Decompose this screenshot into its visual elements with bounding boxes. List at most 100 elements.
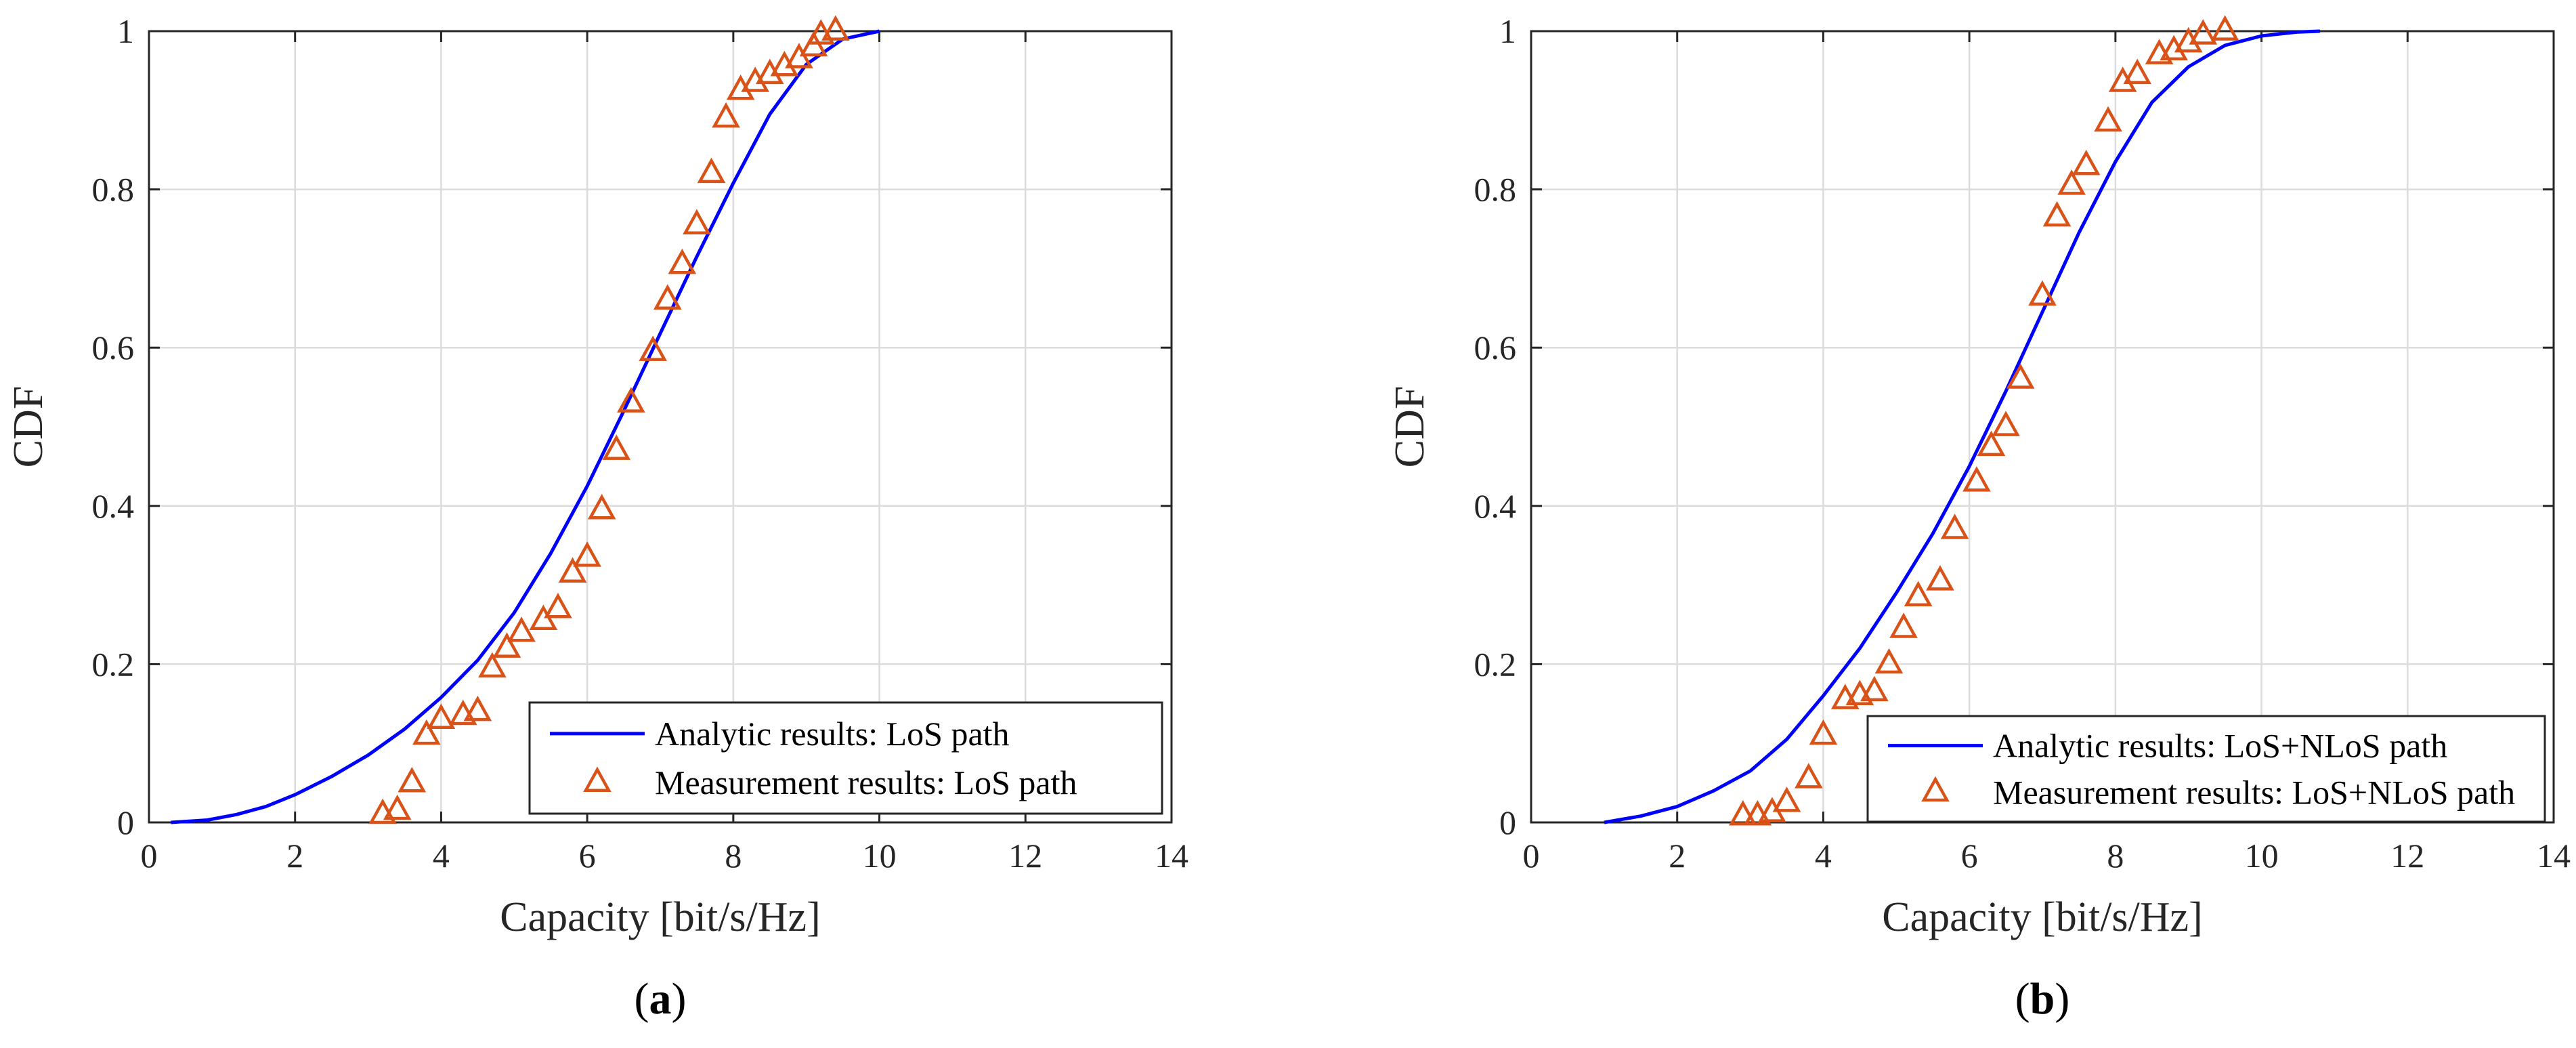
data-point-measurement: [412, 719, 441, 745]
data-point-measurement: [2094, 106, 2122, 132]
y-tick-label: 0: [117, 803, 134, 841]
series-line-analytic: [171, 29, 880, 824]
data-point-measurement: [2006, 363, 2035, 389]
y-axis-label: CDF: [1387, 386, 1433, 468]
y-tick-label: 0.2: [1474, 645, 1517, 683]
legend: Analytic results: LoS+NLoS path Measureme…: [1866, 715, 2546, 823]
legend-box: [528, 701, 1163, 815]
x-tick-label: 6: [579, 837, 596, 875]
data-point-measurement: [1889, 612, 1918, 638]
y-tick-label: 0: [1499, 803, 1516, 841]
data-point-measurement: [712, 102, 740, 128]
data-point-measurement: [427, 703, 456, 730]
data-point-measurement: [2028, 280, 2057, 306]
legend-entry-label: Measurement results: LoS+NLoS path: [1993, 773, 2515, 811]
data-point-measurement: [1940, 513, 1969, 539]
data-point-measurement: [1795, 763, 1823, 789]
data-point-measurement: [617, 387, 645, 413]
x-tick-label: 6: [1961, 837, 1978, 875]
y-tick-label: 0.4: [1474, 487, 1517, 525]
caption-close: ): [672, 974, 687, 1024]
x-tick-label: 4: [433, 837, 450, 875]
data-point-measurement: [1977, 430, 2006, 457]
legend-entry-label: Analytic results: LoS+NLoS path: [1993, 727, 2447, 765]
data-point-measurement: [587, 494, 616, 520]
data-point-measurement: [1926, 565, 1954, 591]
x-axis-label: Capacity [bit/s/Hz]: [1882, 894, 2202, 940]
x-tick-label: 0: [141, 837, 158, 875]
series-line-analytic: [1604, 29, 2320, 824]
x-tick-label: 8: [725, 837, 742, 875]
y-tick-label: 0.8: [92, 171, 135, 209]
data-point-measurement: [1772, 787, 1801, 812]
data-point-measurement: [683, 209, 711, 235]
y-tick-label: 0.6: [1474, 329, 1517, 366]
x-tick-label: 10: [2245, 837, 2279, 875]
y-tick-label: 0.6: [92, 329, 135, 366]
y-tick-label: 0.4: [92, 487, 135, 525]
x-tick-label: 12: [2390, 837, 2424, 875]
x-tick-label: 0: [1523, 837, 1540, 875]
data-point-measurement: [544, 593, 572, 619]
data-point-measurement: [2071, 149, 2101, 175]
y-axis-label: CDF: [5, 386, 51, 468]
x-tick-label: 2: [286, 837, 303, 875]
axes-box: [148, 30, 1173, 824]
caption-letter: a: [649, 974, 672, 1024]
x-tick-label: 8: [2107, 837, 2124, 875]
data-point-measurement: [653, 284, 682, 310]
x-tick-label: 14: [1155, 837, 1188, 875]
data-point-measurement: [821, 15, 850, 41]
legend-marker-symbol: [1921, 776, 1950, 802]
data-point-measurement: [1728, 800, 1757, 826]
data-point-measurement: [463, 695, 492, 721]
data-point-measurement: [2189, 19, 2218, 45]
panel-b: 0 2 4 6 8 10 12 14 0 0.2 0.4 0.6 0.8 1 Capacity [bit/s…: [1387, 12, 2571, 1024]
caption-letter: b: [2030, 974, 2055, 1024]
x-tick-label: 14: [2537, 837, 2571, 875]
data-point-measurement: [2123, 58, 2152, 85]
x-tick-label: 10: [863, 837, 897, 875]
data-point-measurement: [1874, 648, 1904, 674]
x-axis-label: Capacity [bit/s/Hz]: [500, 894, 820, 940]
axes-box: [1530, 30, 2555, 824]
y-tick-label: 0.2: [92, 645, 135, 683]
data-point-measurement: [697, 157, 726, 184]
data-point-measurement: [639, 335, 668, 361]
caption-close: ): [2055, 974, 2069, 1024]
data-point-measurement: [398, 766, 427, 793]
caption-open: (: [635, 974, 649, 1024]
data-point-measurement: [478, 652, 507, 678]
panel-caption: (a): [635, 974, 687, 1024]
data-point-measurement: [1992, 411, 2020, 436]
data-point-measurement: [558, 557, 587, 583]
data-point-measurement: [1962, 466, 1991, 492]
panel-caption: (b): [2015, 974, 2070, 1024]
legend-marker-symbol: [583, 766, 611, 792]
data-point-measurement: [507, 616, 536, 642]
data-point-measurement: [1809, 719, 1838, 745]
data-point-measurement: [1860, 675, 1889, 702]
data-point-measurement: [573, 541, 601, 567]
caption-open: (: [2015, 974, 2030, 1024]
data-point-measurement: [602, 434, 631, 460]
data-point-measurement: [668, 248, 697, 274]
panel-a: 0 2 4 6 8 10 12 14 0 0.2 0.4 0.6 0.8 1 Capacity [bit/s…: [5, 12, 1188, 1024]
y-tick-label: 1: [1499, 12, 1516, 50]
data-point-measurement: [2210, 15, 2239, 41]
data-point-measurement: [1904, 581, 1933, 606]
data-point-measurement: [2042, 201, 2071, 227]
x-tick-label: 12: [1008, 837, 1042, 875]
legend: Analytic results: LoS path Measurement re…: [528, 701, 1163, 815]
y-tick-label: 1: [117, 12, 134, 50]
data-point-measurement: [492, 632, 521, 658]
legend-entry-label: Analytic results: LoS path: [655, 715, 1010, 753]
legend-box: [1866, 715, 2546, 823]
x-tick-label: 2: [1669, 837, 1686, 875]
x-tick-label: 4: [1815, 837, 1832, 875]
y-tick-label: 0.8: [1474, 171, 1517, 209]
data-point-measurement: [2057, 169, 2086, 195]
legend-entry-label: Measurement results: LoS path: [655, 763, 1077, 801]
